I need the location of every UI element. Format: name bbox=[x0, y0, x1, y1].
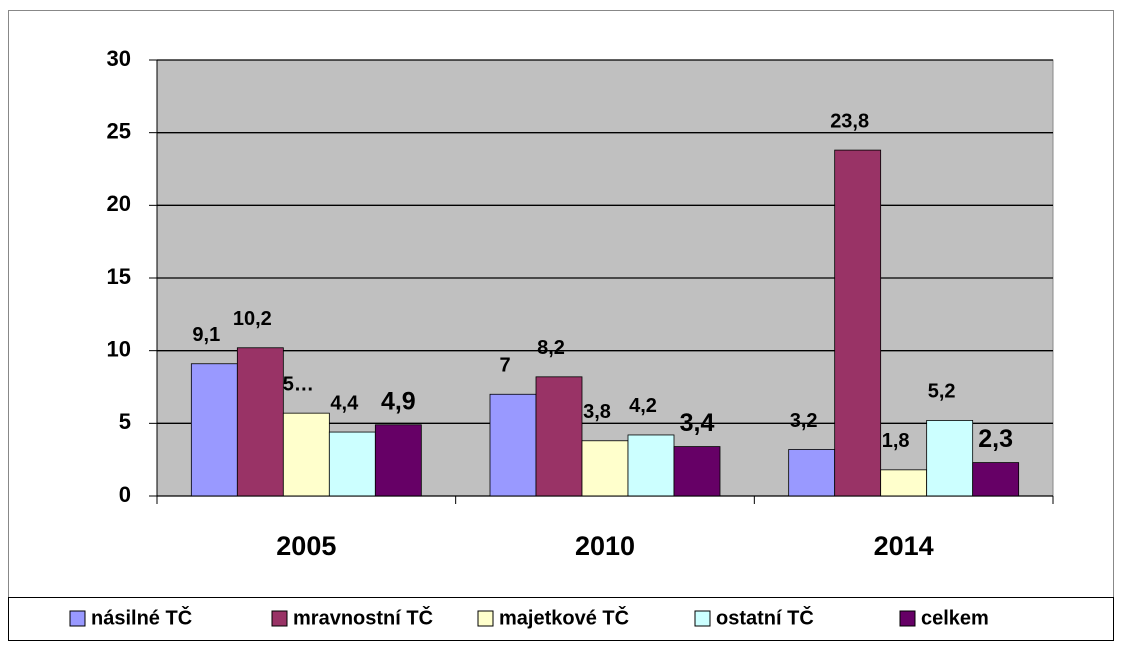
legend-label: celkem bbox=[921, 607, 989, 629]
data-label: 3,8 bbox=[583, 401, 611, 423]
legend-swatch bbox=[477, 610, 494, 627]
legend-label: násilné TČ bbox=[91, 605, 192, 629]
data-label: 23,8 bbox=[830, 110, 869, 132]
bar bbox=[282, 412, 330, 497]
bar bbox=[834, 149, 882, 497]
legend-swatch bbox=[271, 610, 288, 627]
bar bbox=[190, 363, 238, 497]
x-tick-label: 2005 bbox=[276, 531, 336, 561]
bar bbox=[374, 424, 422, 497]
legend-swatch bbox=[69, 610, 86, 627]
y-tick-label: 0 bbox=[119, 482, 131, 507]
legend-box bbox=[8, 597, 1114, 641]
legend-label: majetkové TČ bbox=[499, 605, 629, 629]
x-tick-label: 2014 bbox=[874, 531, 934, 561]
data-label: 9,1 bbox=[192, 324, 220, 346]
bar bbox=[926, 420, 974, 497]
bar bbox=[328, 431, 376, 497]
legend-swatch bbox=[899, 610, 916, 627]
data-label: 3,4 bbox=[680, 409, 715, 437]
data-label: 4,9 bbox=[381, 387, 416, 415]
data-label: 4,4 bbox=[330, 392, 359, 414]
bar bbox=[880, 469, 928, 497]
data-label: 10,2 bbox=[233, 308, 272, 330]
y-tick-label: 15 bbox=[107, 264, 131, 289]
data-label: 2,3 bbox=[978, 425, 1013, 453]
bar bbox=[581, 440, 629, 497]
bar bbox=[673, 446, 721, 497]
legend-swatch bbox=[694, 610, 711, 627]
x-tick-label: 2010 bbox=[575, 531, 635, 561]
y-tick-label: 25 bbox=[107, 118, 131, 143]
data-label: 1,8 bbox=[882, 430, 910, 452]
data-label: 5,2 bbox=[928, 381, 956, 403]
y-tick-label: 5 bbox=[119, 409, 131, 434]
data-label: 4,2 bbox=[629, 395, 657, 417]
data-label: 7 bbox=[499, 355, 510, 377]
bar bbox=[489, 393, 537, 497]
bar bbox=[788, 449, 836, 497]
y-tick-label: 20 bbox=[107, 191, 131, 216]
data-label: 5… bbox=[283, 373, 314, 395]
bar bbox=[535, 376, 583, 497]
data-label: 3,2 bbox=[790, 410, 818, 432]
bar bbox=[627, 434, 675, 497]
y-tick-label: 10 bbox=[107, 336, 131, 361]
legend-label: ostatní TČ bbox=[716, 605, 814, 629]
legend-label: mravnostní TČ bbox=[293, 605, 433, 629]
y-tick-label: 30 bbox=[107, 46, 131, 71]
bar bbox=[236, 347, 284, 497]
data-label: 8,2 bbox=[537, 337, 565, 359]
bar bbox=[972, 462, 1020, 497]
